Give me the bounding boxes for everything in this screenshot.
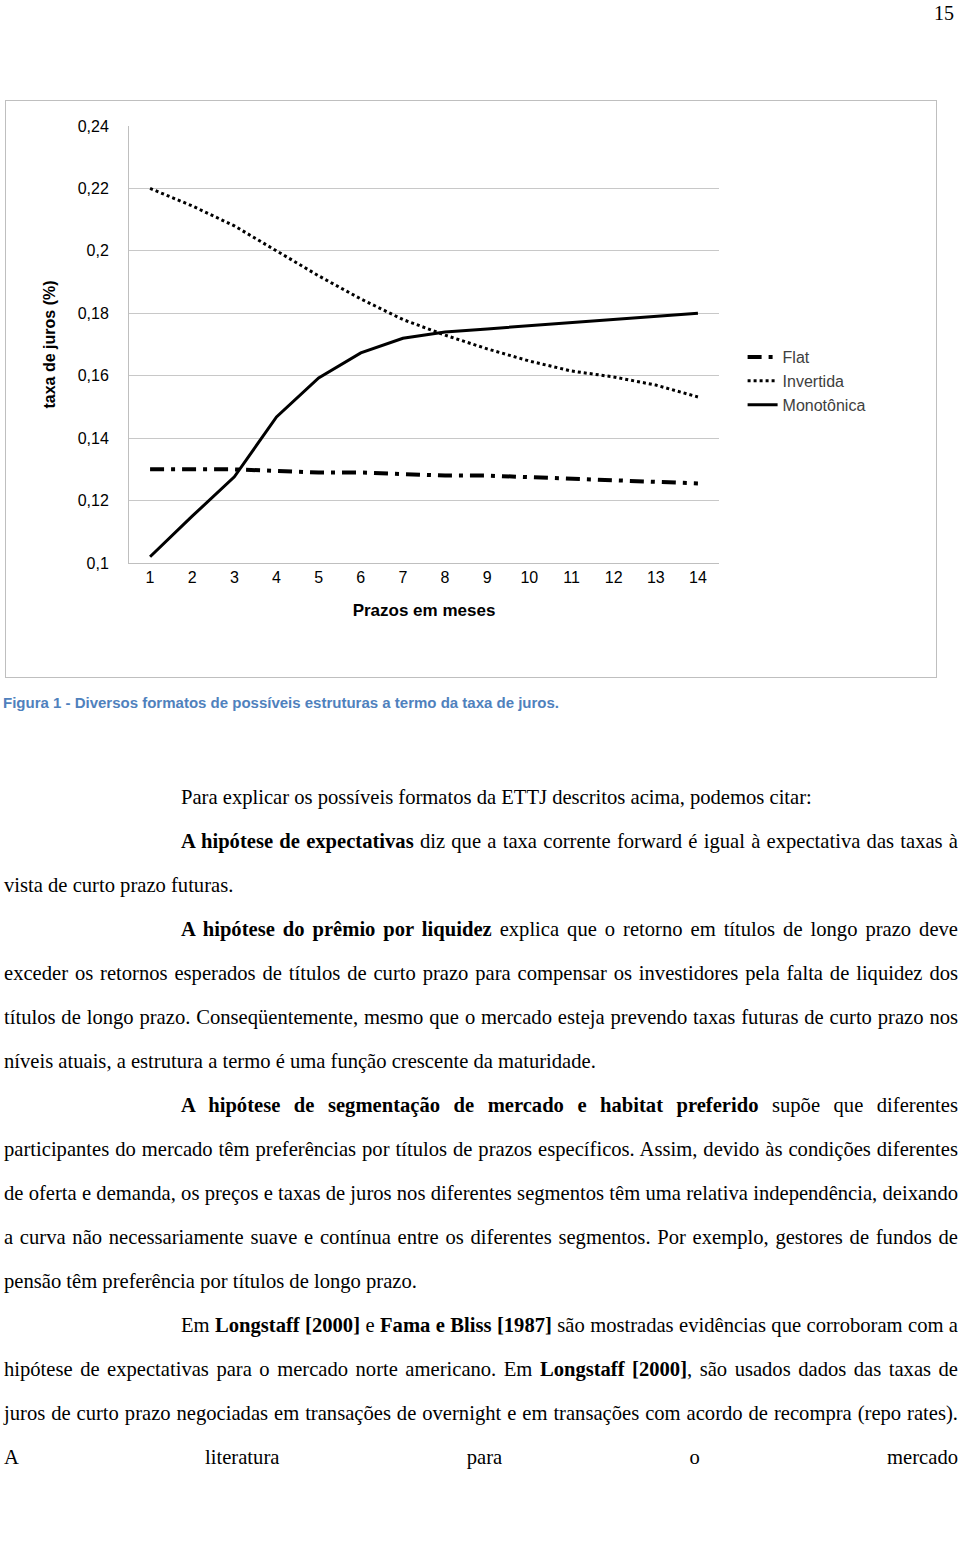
svg-text:taxa de juros (%): taxa de juros (%) [41,280,58,408]
svg-text:5: 5 [314,569,323,586]
html-text:Em Longstaff [2000] e Fama e B: Em Longstaff [2000] e Fama e Bliss [1987… [4,1314,958,1468]
svg-text:9: 9 [483,569,492,586]
svg-text:0,14: 0,14 [78,430,109,447]
svg-text:13: 13 [647,569,665,586]
svg-text:0,1: 0,1 [87,555,109,572]
svg-text:0,2: 0,2 [87,242,109,259]
svg-text:11: 11 [563,569,580,586]
svg-text:0,16: 0,16 [78,367,109,384]
svg-text:Flat: Flat [783,349,810,366]
svg-text:7: 7 [398,569,407,586]
html-text:Figura 1 - Diversos formatos d: Figura 1 - Diversos formatos de possívei… [3,694,559,711]
svg-text:4: 4 [272,569,281,586]
svg-text:0,22: 0,22 [78,180,109,197]
html-text:A hipótese do prêmio por liqui: A hipótese do prêmio por liquidez explic… [4,918,958,1072]
svg-text:3: 3 [230,569,239,586]
svg-text:Invertida: Invertida [783,373,844,390]
svg-text:10: 10 [520,569,538,586]
html-text:15: 15 [934,2,954,24]
svg-text:14: 14 [689,569,707,586]
svg-text:6: 6 [356,569,365,586]
svg-text:Monotônica: Monotônica [783,397,866,414]
svg-text:12: 12 [605,569,623,586]
html-text:Para explicar os possíveis for: Para explicar os possíveis formatos da E… [181,786,812,808]
svg-text:0,12: 0,12 [78,492,109,509]
svg-text:0,18: 0,18 [78,305,109,322]
html-text:A hipótese de segmentação de m: A hipótese de segmentação de mercado e h… [4,1094,958,1292]
svg-text:0,24: 0,24 [78,118,109,135]
svg-text:2: 2 [188,569,197,586]
svg-text:8: 8 [441,569,450,586]
svg-text:Prazos em meses: Prazos em meses [353,601,496,620]
svg-text:1: 1 [146,569,155,586]
html-text:A hipótese de expectativas diz: A hipótese de expectativas diz que a tax… [4,830,958,896]
